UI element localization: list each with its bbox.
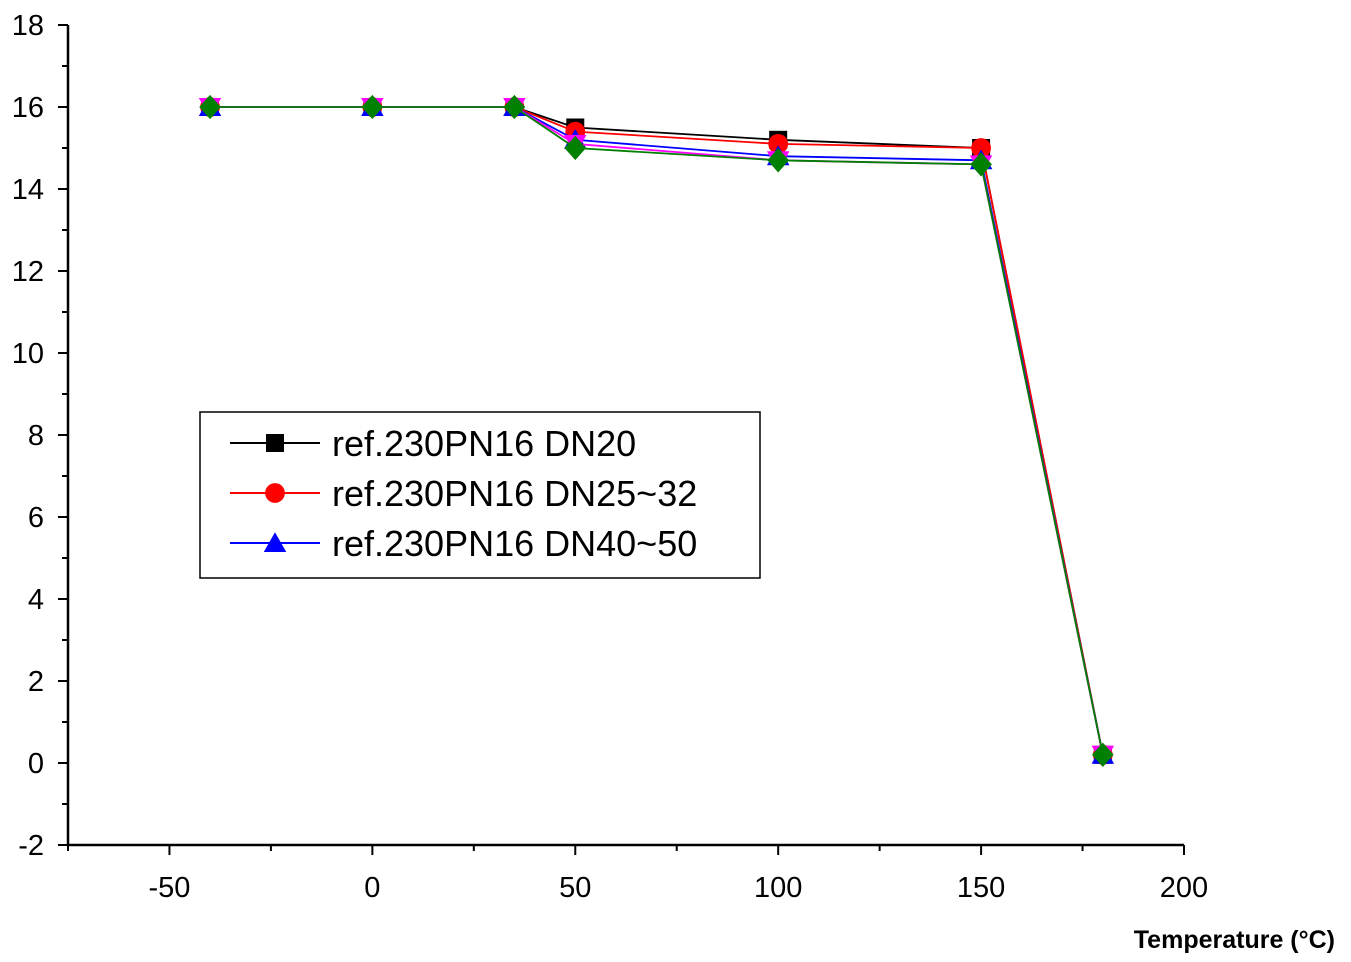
x-tick-label: 100 [754,872,802,904]
marker-diamond [199,94,221,120]
marker-diamond [970,152,992,177]
marker-diamond [564,135,587,161]
x-tick-label: 50 [559,872,591,904]
marker-square [266,434,284,452]
y-tick-label: 4 [28,584,44,616]
y-tick-label: 12 [12,256,44,288]
x-tick-label: -50 [148,872,190,904]
legend-entry: ref.230PN16 DN40~50 [230,523,697,564]
x-axis-label: Temperature (°C) [1133,926,1335,954]
y-tick-label: 10 [12,338,44,370]
legend-entry: ref.230PN16 DN25~32 [230,473,697,514]
y-tick-label: 0 [28,748,44,780]
legend-label: ref.230PN16 DN25~32 [332,473,697,514]
y-tick-label: 6 [28,502,44,534]
marker-triangle [263,532,287,552]
y-tick-label: 14 [12,174,44,206]
legend-box [199,411,761,579]
y-tick-label: 18 [12,10,44,42]
series-4 [199,94,1114,767]
legend: ref.230PN16 DN20 ref.230PN16 DN25~32 ref.2… [199,411,761,579]
x-tick-label: 150 [957,872,1005,904]
y-tick-label: 16 [12,92,44,124]
y-tick-label: 8 [28,420,44,452]
y-tick-label: -2 [18,830,44,862]
legend-label: ref.230PN16 DN40~50 [332,523,697,564]
ticks: -2 0 2 4 6 8 10 12 14 16 18 -50 0 50 100 150 200 [12,10,1208,904]
marker-diamond [361,94,384,120]
series [198,94,1115,767]
marker-circle [971,138,991,158]
marker-circle [265,483,285,503]
legend-entry: ref.230PN16 DN20 [230,423,636,464]
x-tick-label: 200 [1160,872,1208,904]
marker-circle [768,134,789,154]
marker-diamond [767,148,789,173]
marker-diamond [1092,742,1114,767]
y-tick-label: 2 [28,666,44,698]
legend-label: ref.230PN16 DN20 [332,423,636,464]
marker-diamond [503,94,526,120]
x-tick-label: 0 [364,872,380,904]
